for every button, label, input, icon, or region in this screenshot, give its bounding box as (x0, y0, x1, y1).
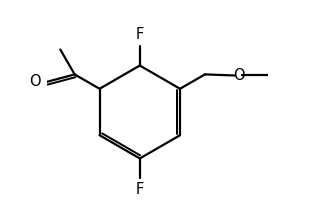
Text: O: O (233, 68, 244, 83)
Text: O: O (29, 74, 41, 89)
Text: F: F (136, 27, 144, 42)
Text: F: F (136, 182, 144, 197)
